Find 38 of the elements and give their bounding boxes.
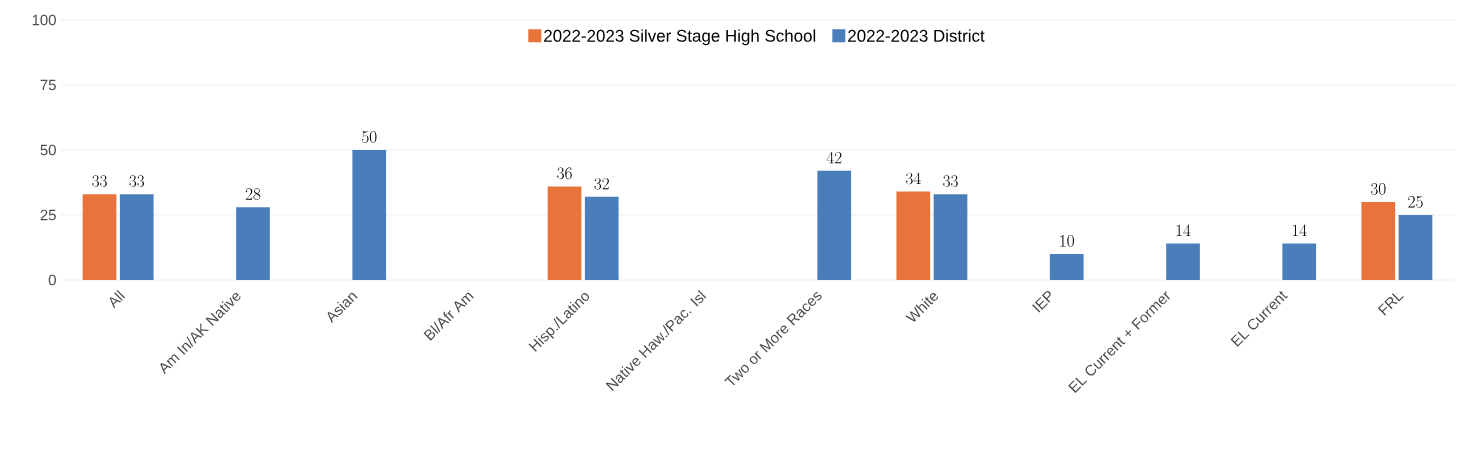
data-label: 33 [92,175,107,187]
y-tick-label: 25 [40,209,56,221]
data-label: 42 [826,151,842,164]
bar [1398,214,1433,280]
bar [352,149,387,280]
legend-label: 2022-2023 Silver Stage High School [544,29,816,46]
data-label: 10 [1060,235,1074,247]
bar [817,170,852,280]
bar [896,191,931,280]
x-tick-label: IEP [1032,291,1051,313]
bar [1282,243,1317,280]
bar [1361,201,1396,280]
data-label: 32 [594,177,609,190]
data-label: 25 [1408,196,1423,208]
data-label: 50 [362,131,377,143]
bar [1166,243,1200,280]
bar [933,194,968,280]
legend-label: 2022-2023 District [848,29,985,42]
bar [82,194,117,280]
x-tick-label: FRL [1377,293,1404,316]
data-label: 34 [905,172,921,185]
bar [119,194,154,280]
bar [547,186,582,280]
data-label: 36 [557,167,572,180]
x-tick-label: All [109,289,126,309]
data-label: 14 [1176,224,1191,237]
y-tick-label: 50 [40,144,56,156]
data-label: 30 [1370,183,1386,195]
data-label: 14 [1292,224,1307,237]
data-label: 33 [129,175,145,187]
data-label: 28 [245,188,261,200]
y-tick-label: 0 [48,274,56,286]
bar [236,207,270,280]
y-tick-label: 100 [32,14,56,26]
y-tick-label: 75 [40,79,56,91]
data-label: 33 [943,175,958,187]
bar [1049,253,1084,280]
bar [584,196,619,280]
